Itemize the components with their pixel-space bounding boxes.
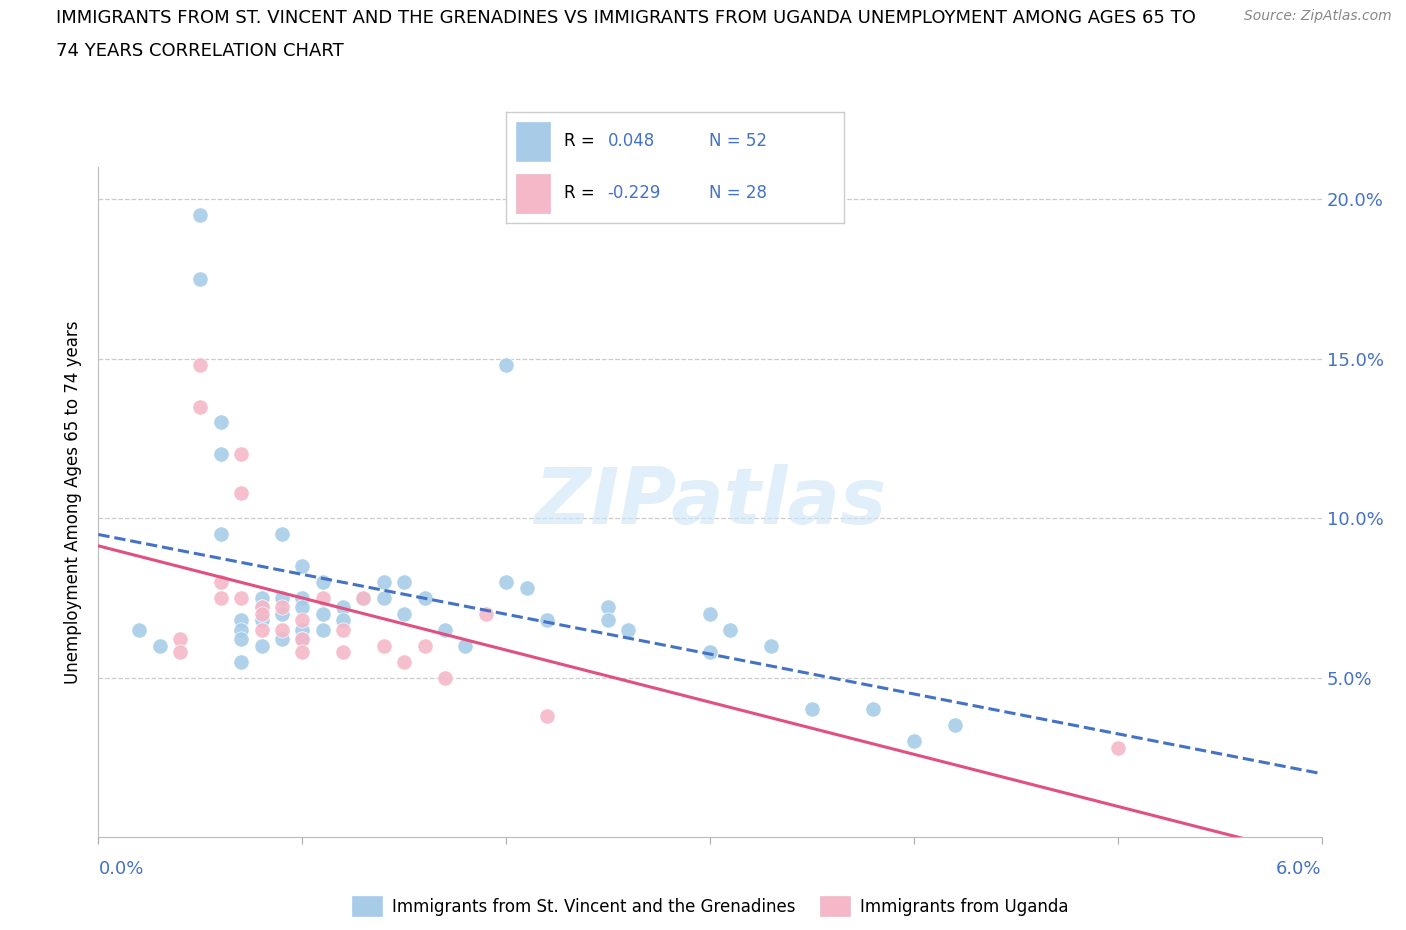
- Text: 0.0%: 0.0%: [98, 860, 143, 878]
- Text: 6.0%: 6.0%: [1277, 860, 1322, 878]
- FancyBboxPatch shape: [516, 174, 550, 213]
- Point: [231, 591, 253, 605]
- Point: [270, 591, 292, 605]
- Point: [209, 447, 232, 462]
- Point: [188, 399, 212, 414]
- Point: [454, 638, 477, 653]
- Point: [617, 622, 640, 637]
- Point: [332, 644, 354, 659]
- Point: [291, 631, 314, 646]
- Point: [352, 591, 374, 605]
- Point: [433, 671, 456, 685]
- Text: Source: ZipAtlas.com: Source: ZipAtlas.com: [1244, 9, 1392, 23]
- Text: IMMIGRANTS FROM ST. VINCENT AND THE GRENADINES VS IMMIGRANTS FROM UGANDA UNEMPLO: IMMIGRANTS FROM ST. VINCENT AND THE GREN…: [56, 9, 1197, 27]
- Point: [1107, 740, 1129, 755]
- Point: [188, 207, 212, 222]
- Point: [270, 631, 292, 646]
- Point: [536, 709, 558, 724]
- Point: [699, 644, 721, 659]
- Point: [209, 415, 232, 430]
- Point: [291, 613, 314, 628]
- Point: [332, 613, 354, 628]
- Point: [392, 606, 416, 621]
- Point: [943, 718, 966, 733]
- Point: [761, 638, 783, 653]
- Y-axis label: Unemployment Among Ages 65 to 74 years: Unemployment Among Ages 65 to 74 years: [65, 321, 83, 684]
- Point: [231, 613, 253, 628]
- Point: [433, 622, 456, 637]
- Point: [231, 622, 253, 637]
- Point: [270, 606, 292, 621]
- Point: [291, 591, 314, 605]
- Point: [209, 591, 232, 605]
- Point: [516, 581, 538, 596]
- Point: [495, 358, 517, 373]
- Point: [373, 638, 395, 653]
- Point: [250, 613, 273, 628]
- Point: [373, 591, 395, 605]
- Point: [149, 638, 172, 653]
- Text: N = 28: N = 28: [709, 184, 766, 202]
- Text: 0.048: 0.048: [607, 132, 655, 150]
- Point: [169, 631, 191, 646]
- Point: [250, 600, 273, 615]
- Point: [311, 606, 335, 621]
- Point: [311, 622, 335, 637]
- Point: [332, 622, 354, 637]
- Point: [699, 606, 721, 621]
- Point: [291, 600, 314, 615]
- Point: [128, 622, 150, 637]
- Point: [291, 631, 314, 646]
- Point: [231, 631, 253, 646]
- Text: 74 YEARS CORRELATION CHART: 74 YEARS CORRELATION CHART: [56, 42, 344, 60]
- Point: [231, 654, 253, 669]
- Point: [209, 526, 232, 541]
- Point: [903, 734, 925, 749]
- Point: [231, 485, 253, 500]
- Point: [291, 622, 314, 637]
- Point: [250, 622, 273, 637]
- Point: [169, 644, 191, 659]
- Point: [536, 613, 558, 628]
- Text: N = 52: N = 52: [709, 132, 766, 150]
- Text: R =: R =: [564, 132, 599, 150]
- Point: [311, 591, 335, 605]
- Point: [250, 600, 273, 615]
- Point: [209, 575, 232, 590]
- Point: [270, 526, 292, 541]
- Point: [188, 272, 212, 286]
- Point: [188, 358, 212, 373]
- Point: [474, 606, 498, 621]
- Point: [718, 622, 742, 637]
- Point: [373, 575, 395, 590]
- Point: [413, 638, 436, 653]
- Point: [352, 591, 374, 605]
- Point: [495, 575, 517, 590]
- Point: [270, 622, 292, 637]
- Point: [250, 591, 273, 605]
- Point: [231, 447, 253, 462]
- Point: [598, 613, 620, 628]
- Point: [291, 644, 314, 659]
- Point: [862, 702, 884, 717]
- Point: [270, 600, 292, 615]
- Legend: Immigrants from St. Vincent and the Grenadines, Immigrants from Uganda: Immigrants from St. Vincent and the Gren…: [344, 890, 1076, 923]
- Text: -0.229: -0.229: [607, 184, 661, 202]
- Point: [413, 591, 436, 605]
- Point: [311, 575, 335, 590]
- Text: ZIPatlas: ZIPatlas: [534, 464, 886, 540]
- Point: [291, 559, 314, 574]
- Point: [392, 654, 416, 669]
- Point: [250, 606, 273, 621]
- Text: R =: R =: [564, 184, 599, 202]
- Point: [392, 575, 416, 590]
- Point: [250, 638, 273, 653]
- Point: [598, 600, 620, 615]
- Point: [332, 600, 354, 615]
- FancyBboxPatch shape: [516, 122, 550, 161]
- Point: [801, 702, 824, 717]
